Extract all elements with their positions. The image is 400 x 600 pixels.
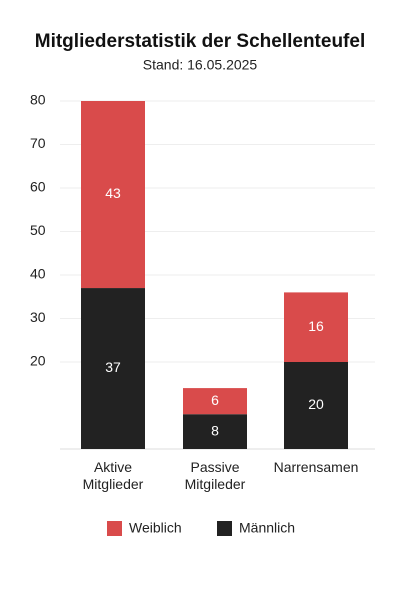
legend-label: Weiblich <box>129 520 182 536</box>
data-label: 43 <box>105 185 121 201</box>
x-tick-label: Narrensamen <box>273 459 359 475</box>
legend-swatch <box>217 521 232 536</box>
bar-segment <box>284 362 348 449</box>
bar-segment <box>81 288 145 449</box>
chart-title: Mitgliederstatistik der Schellenteufel <box>35 31 365 52</box>
data-label: 16 <box>308 318 324 334</box>
data-label: 37 <box>105 359 121 375</box>
data-label: 8 <box>211 422 219 438</box>
x-tick-label: Passive Mitgileder <box>184 459 246 492</box>
y-tick-label: 40 <box>30 266 46 282</box>
y-tick-label: 80 <box>30 92 46 108</box>
chart-subtitle: Stand: 16.05.2025 <box>143 57 258 73</box>
x-tick-label: Aktive Mitglieder <box>82 459 144 492</box>
data-label: 20 <box>308 396 324 412</box>
y-tick-label: 50 <box>30 222 46 238</box>
bar-segment <box>81 101 145 289</box>
bar-segment <box>183 388 247 415</box>
y-tick-label: 30 <box>30 309 46 325</box>
bar-segment <box>183 414 247 449</box>
data-label: 6 <box>211 392 219 408</box>
y-tick-label: 20 <box>30 353 46 369</box>
legend-swatch <box>107 521 122 536</box>
bar-segment <box>284 292 348 362</box>
y-tick-label: 70 <box>30 135 46 151</box>
y-tick-label: 60 <box>30 179 46 195</box>
legend-label: Männlich <box>239 520 295 536</box>
